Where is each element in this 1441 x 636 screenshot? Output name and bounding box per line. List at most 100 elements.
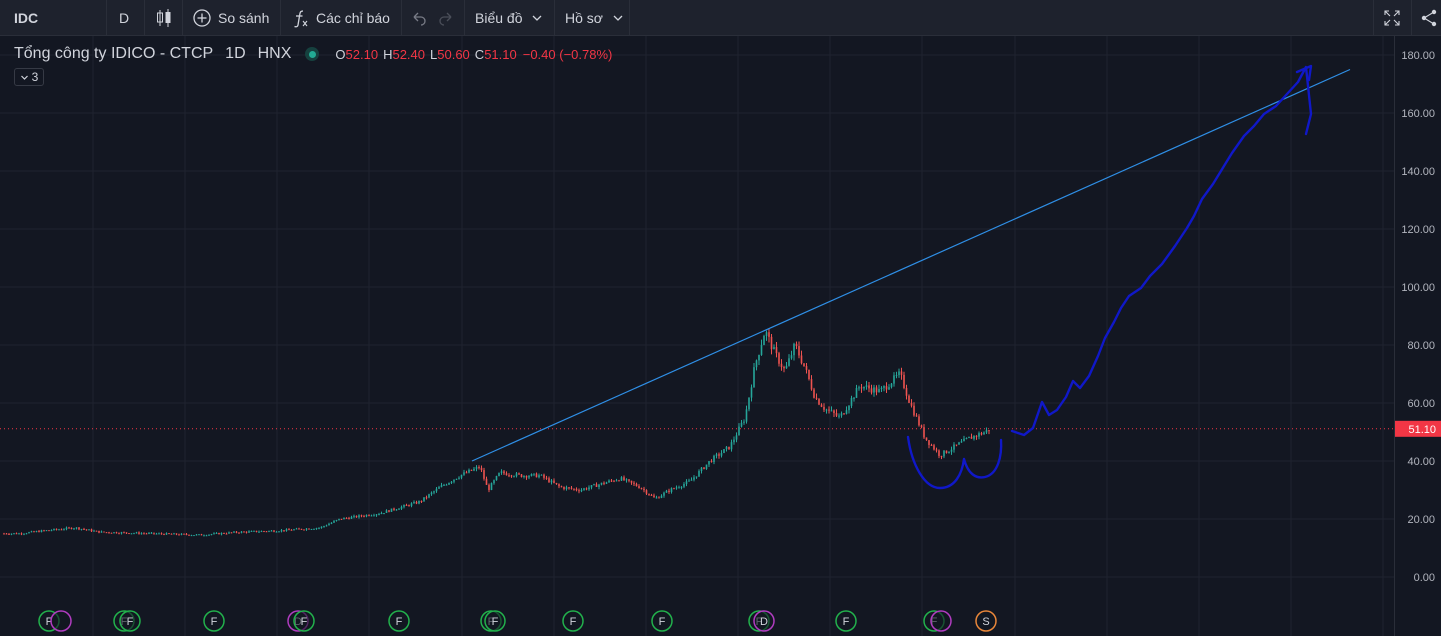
compare-button[interactable]: So sánh xyxy=(192,0,269,35)
chart-menu-button[interactable]: Biểu đồ xyxy=(475,0,544,35)
event-marker[interactable] xyxy=(50,610,72,632)
redo-button[interactable] xyxy=(437,0,455,35)
candle-body xyxy=(138,532,140,534)
drawings-layer xyxy=(0,64,1394,490)
candle-body xyxy=(158,533,160,535)
candle-body xyxy=(313,528,315,530)
candle-body xyxy=(375,514,378,516)
price-axis[interactable]: 180.00 160.00 140.00 120.00 100.00 80.00 60.00… xyxy=(1394,36,1441,636)
candle-body xyxy=(198,534,200,536)
candle-body xyxy=(423,497,425,502)
candle-body xyxy=(380,513,383,515)
candle-body xyxy=(690,479,693,481)
candle-body xyxy=(903,374,905,388)
candle-body xyxy=(353,515,355,517)
event-marker[interactable] xyxy=(119,610,141,632)
candle-body xyxy=(543,474,545,478)
candle-body xyxy=(908,395,910,403)
candle-body xyxy=(255,530,258,532)
candle-body xyxy=(705,464,708,469)
share-button[interactable] xyxy=(1420,0,1438,35)
event-marker[interactable] xyxy=(930,610,952,632)
candle-body xyxy=(155,533,158,535)
candle-body xyxy=(975,435,978,437)
interval-button[interactable]: D xyxy=(119,9,130,26)
candle-body xyxy=(788,358,790,366)
candle-body xyxy=(250,530,253,532)
candle-body xyxy=(220,533,223,535)
y-tick-label: 100.00 xyxy=(1401,282,1435,294)
fullscreen-button[interactable] xyxy=(1382,0,1402,35)
candle-body xyxy=(335,520,338,522)
candle-body xyxy=(28,532,30,534)
candle-body xyxy=(123,532,125,534)
candle-body xyxy=(563,487,565,489)
candle-body xyxy=(713,455,715,463)
chart-type-button[interactable] xyxy=(155,0,173,35)
candle-body xyxy=(283,530,285,532)
legend-collapse-button[interactable]: 3 xyxy=(14,68,44,86)
candle-body xyxy=(368,514,370,516)
candle-body xyxy=(120,532,123,534)
candle-body xyxy=(868,385,870,389)
candle-body xyxy=(135,532,138,534)
candle-body xyxy=(385,510,388,513)
candle-body xyxy=(218,532,220,535)
indicators-button[interactable]: Các chỉ báo xyxy=(292,0,390,35)
candle-body xyxy=(780,363,783,368)
candle-body xyxy=(645,490,648,494)
candle-body xyxy=(240,531,243,533)
candle-body xyxy=(320,526,323,528)
candle-body xyxy=(648,493,650,495)
candle-body xyxy=(703,467,705,469)
candle-body xyxy=(658,497,660,499)
price-chart[interactable]: FFFFDFFFFFFFDFFS xyxy=(0,36,1394,636)
candle-body xyxy=(48,530,50,532)
event-marker[interactable] xyxy=(293,610,315,632)
candle-body xyxy=(355,515,358,518)
candle-body xyxy=(590,485,593,488)
candle-body xyxy=(60,529,63,531)
candle-body xyxy=(415,501,418,504)
event-marker[interactable] xyxy=(388,610,410,632)
event-marker[interactable] xyxy=(203,610,225,632)
event-marker[interactable] xyxy=(562,610,584,632)
candle-body xyxy=(638,486,640,489)
candle-body xyxy=(768,332,770,337)
candle-body xyxy=(895,375,898,377)
candle-body xyxy=(783,367,785,369)
market-status-icon[interactable] xyxy=(305,47,320,61)
candle-body xyxy=(813,389,815,398)
event-marker[interactable] xyxy=(651,610,673,632)
candle-body xyxy=(410,503,413,506)
candle-body xyxy=(248,531,250,533)
chart-grid xyxy=(0,36,1394,636)
candle-body xyxy=(935,449,938,451)
candle-body xyxy=(633,482,635,484)
candle-body xyxy=(438,487,440,489)
candle-body xyxy=(388,510,390,512)
event-marker[interactable] xyxy=(835,610,857,632)
event-marker[interactable] xyxy=(975,610,997,632)
candle-body xyxy=(360,515,363,517)
candle-body xyxy=(130,533,133,535)
candle-body xyxy=(678,487,680,489)
candle-body xyxy=(955,444,958,446)
candle-body xyxy=(558,484,560,487)
event-marker[interactable] xyxy=(753,610,775,632)
candle-body xyxy=(775,347,778,354)
candle-body xyxy=(450,481,453,483)
undo-button[interactable] xyxy=(410,0,428,35)
candle-body xyxy=(243,531,245,533)
event-marker[interactable] xyxy=(484,610,506,632)
symbol-search-button[interactable]: IDC xyxy=(14,9,39,26)
candle-body xyxy=(693,477,695,480)
candle-body xyxy=(153,532,155,534)
candle-body xyxy=(143,533,145,535)
y-tick-label: 20.00 xyxy=(1407,514,1435,526)
candle-body xyxy=(685,481,688,484)
candle-body xyxy=(985,430,988,433)
candle-body xyxy=(720,453,723,456)
profile-menu-button[interactable]: Hồ sơ xyxy=(565,0,625,35)
candle-body xyxy=(510,475,513,477)
